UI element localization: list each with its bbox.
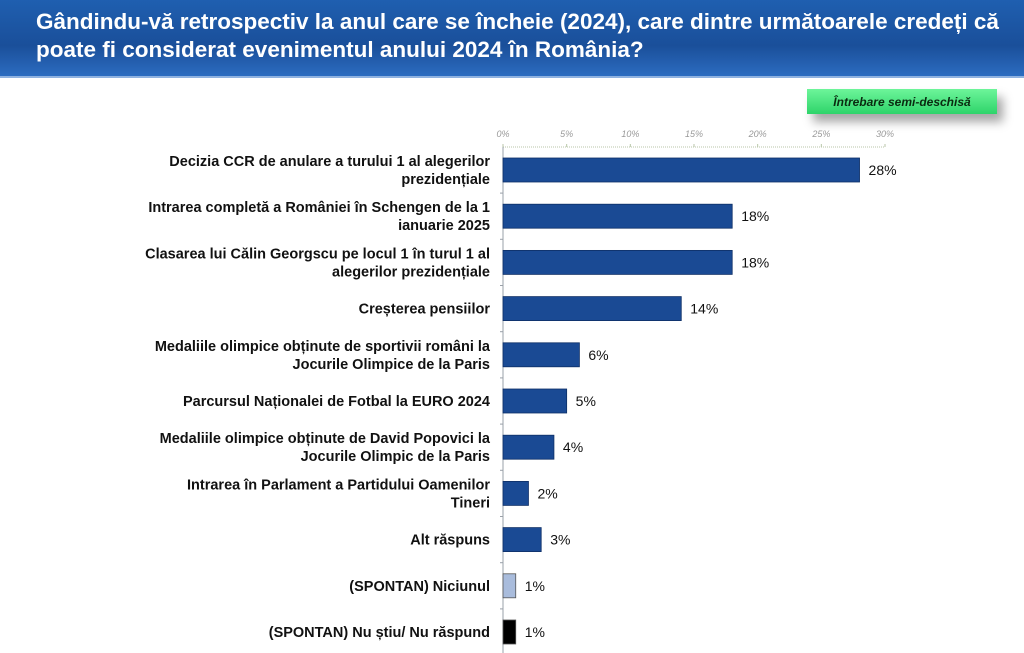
page-title: Gândindu-vă retrospectiv la anul care se… (36, 9, 999, 62)
header-band: Gândindu-vă retrospectiv la anul care se… (0, 0, 1024, 78)
x-tick-label: 25% (811, 129, 830, 139)
data-label: 6% (588, 347, 608, 363)
data-label: 4% (563, 439, 583, 455)
bar (502, 203, 733, 229)
bar (502, 480, 529, 506)
category-label-line: Medaliile olimpice obținute de David Pop… (160, 431, 491, 447)
x-tick-label: 30% (876, 129, 894, 139)
category-label: Medaliile olimpice obținute de sportivii… (155, 339, 491, 373)
bar (502, 573, 517, 599)
data-label: 18% (741, 254, 769, 270)
category-label-line: Alt răspuns (410, 533, 490, 549)
data-label: 14% (690, 301, 718, 317)
category-label-line: (SPONTAN) Nu știu/ Nu răspund (269, 625, 490, 641)
category-label-line: alegerilor prezidențiale (332, 264, 490, 280)
data-label: 18% (741, 208, 769, 224)
x-tick-label: 5% (560, 129, 573, 139)
question-type-badge: Întrebare semi-deschisă (807, 89, 997, 114)
x-tick-label: 15% (685, 129, 703, 139)
category-label-line: prezidențiale (401, 172, 490, 188)
data-label: 3% (550, 532, 570, 548)
category-label-line: Decizia CCR de anulare a turului 1 al al… (169, 154, 490, 170)
category-label: Creșterea pensiilor (359, 302, 491, 318)
category-label-line: Tineri (451, 495, 490, 511)
category-label-line: (SPONTAN) Niciunul (349, 579, 490, 595)
category-label-line: Jocurile Olimpice de la Paris (293, 357, 490, 373)
category-label: Intrarea în Parlament a Partidului Oamen… (187, 477, 490, 511)
bar (502, 388, 568, 414)
data-label: 28% (869, 162, 897, 178)
category-label: Decizia CCR de anulare a turului 1 al al… (169, 154, 490, 188)
category-label: Parcursul Naționalei de Fotbal la EURO 2… (183, 394, 490, 410)
data-label: 1% (525, 624, 545, 640)
category-label: Intrarea completă a României în Schengen… (148, 200, 490, 234)
bar (502, 249, 733, 275)
bar (502, 342, 580, 368)
category-label-line: Creșterea pensiilor (359, 302, 491, 318)
data-label: 2% (537, 485, 557, 501)
bar (502, 527, 542, 552)
x-tick-label: 10% (621, 129, 639, 139)
bar (502, 157, 860, 183)
category-label: (SPONTAN) Niciunul (349, 579, 490, 595)
bar (502, 296, 682, 322)
category-label: Clasarea lui Călin Georgscu pe locul 1 î… (145, 246, 490, 280)
category-label-line: ianuarie 2025 (398, 218, 490, 234)
category-label: (SPONTAN) Nu știu/ Nu răspund (269, 625, 490, 641)
x-tick-label: 20% (748, 129, 767, 139)
bar (502, 619, 517, 645)
category-label-line: Medaliile olimpice obținute de sportivii… (155, 339, 491, 355)
category-label: Alt răspuns (410, 533, 490, 549)
x-tick-label: 0% (496, 129, 509, 139)
data-label: 5% (576, 393, 596, 409)
bar (502, 434, 555, 460)
category-label-line: Parcursul Naționalei de Fotbal la EURO 2… (183, 394, 490, 410)
category-label-line: Intrarea completă a României în Schengen… (148, 200, 490, 216)
category-label-line: Intrarea în Parlament a Partidului Oamen… (187, 477, 490, 493)
category-label: Medaliile olimpice obținute de David Pop… (160, 431, 491, 465)
category-label-line: Jocurile Olimpic de la Paris (301, 449, 490, 465)
data-label: 1% (525, 578, 545, 594)
category-label-line: Clasarea lui Călin Georgscu pe locul 1 î… (145, 246, 490, 262)
